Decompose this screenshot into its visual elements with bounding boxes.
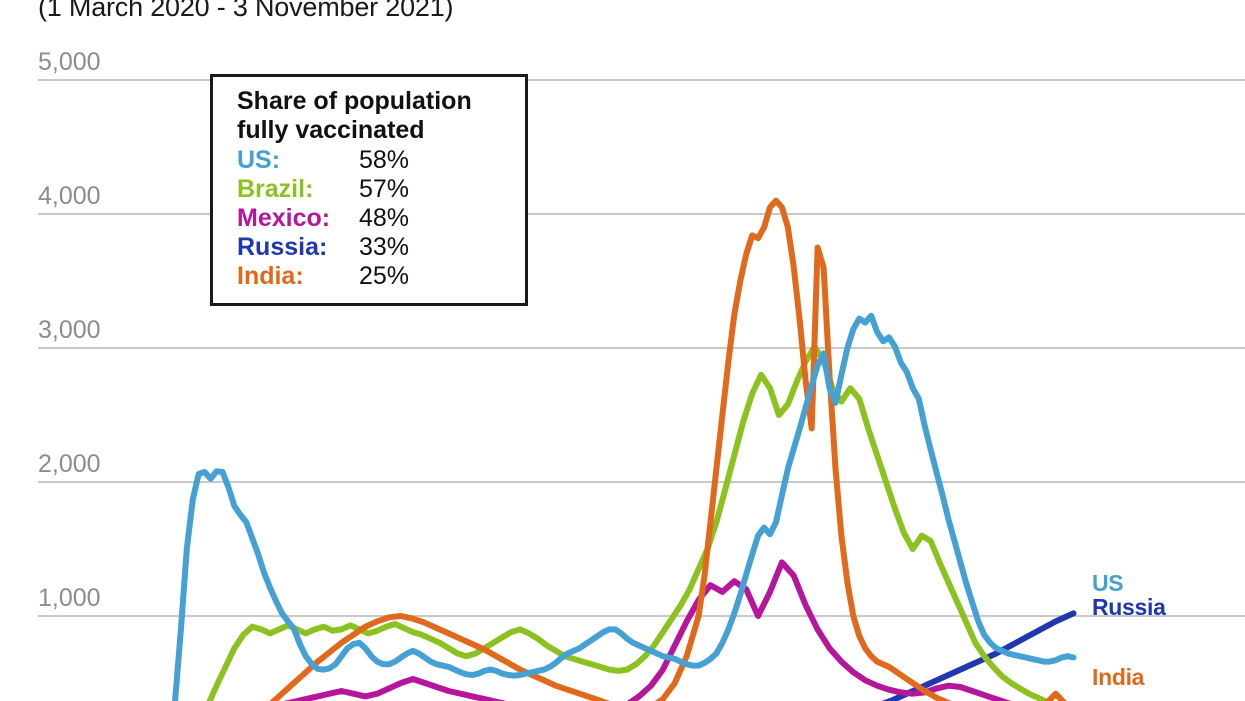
legend-series-name: Mexico: (237, 204, 331, 232)
legend-row-mexico: Mexico: 48% (237, 204, 511, 233)
chart-subtitle: (1 March 2020 - 3 November 2021) (38, 0, 454, 22)
legend-series-value: 48% (359, 204, 410, 232)
y-tick-2000: 2,000 (38, 450, 101, 478)
legend-row-russia: Russia: 33% (237, 233, 511, 262)
legend-row-brazil: Brazil: 57% (237, 175, 511, 204)
legend-panel: Share of population fully vaccinated US:… (210, 74, 528, 306)
legend-series-name: Russia: (237, 233, 328, 261)
series-lines (172, 197, 1077, 701)
legend-series-name: US: (237, 146, 281, 174)
end-label-india: India (1092, 664, 1145, 690)
series-line-brazil (206, 343, 1053, 701)
y-tick-4000: 4,000 (38, 182, 101, 210)
y-tick-5000: 5,000 (38, 48, 101, 76)
legend-series-name: Brazil: (237, 175, 314, 203)
legend-title: Share of population fully vaccinated (237, 87, 472, 144)
series-line-us (172, 312, 1077, 701)
legend-series-name: India: (237, 262, 304, 290)
y-tick-3000: 3,000 (38, 316, 101, 344)
series-line-india (269, 197, 1067, 701)
legend-row-us: US: 58% (237, 146, 511, 175)
legend-series-value: 25% (359, 262, 410, 290)
legend-row-india: India: 25% (237, 262, 511, 291)
end-label-russia: Russia (1092, 594, 1166, 620)
end-label-us: US (1092, 570, 1124, 596)
legend-series-value: 57% (359, 175, 410, 203)
legend-rows: US: 58% Brazil: 57% Mexico: 48% Russia: 33% Indi… (237, 146, 511, 291)
legend-series-value: 58% (359, 146, 410, 174)
series-line-russia (881, 610, 1077, 701)
y-tick-1000: 1,000 (38, 584, 101, 612)
gridlines (38, 79, 1245, 617)
legend-series-value: 33% (359, 233, 410, 261)
